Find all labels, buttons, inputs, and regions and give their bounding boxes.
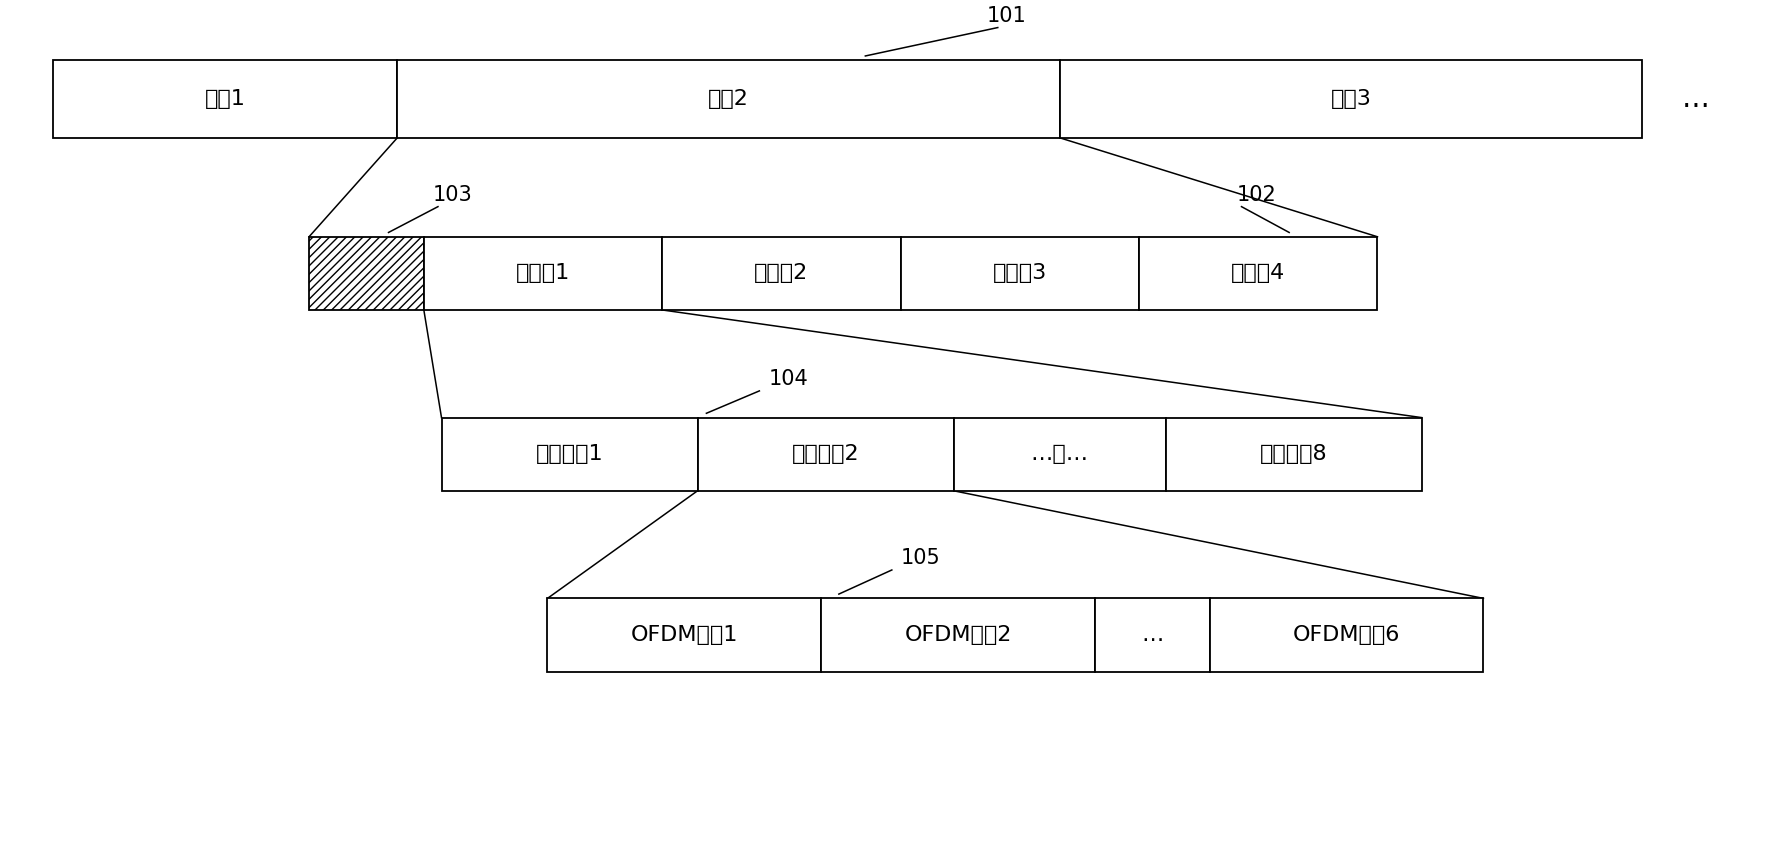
Text: …: … xyxy=(1141,625,1164,645)
Text: 101: 101 xyxy=(987,6,1026,26)
Bar xyxy=(1095,598,1210,672)
Bar xyxy=(954,418,1166,491)
Text: …: … xyxy=(1681,85,1709,113)
Text: 子帧单元1: 子帧单元1 xyxy=(535,444,604,464)
Bar xyxy=(547,598,821,672)
Text: 超帧1: 超帧1 xyxy=(205,89,245,109)
Text: OFDM符号1: OFDM符号1 xyxy=(630,625,738,645)
Text: 单位帧2: 单位帧2 xyxy=(754,263,809,283)
Bar xyxy=(53,60,397,138)
Bar xyxy=(309,237,424,310)
Text: …　…: … … xyxy=(1031,444,1088,464)
Text: 102: 102 xyxy=(1236,185,1277,205)
Text: 子帧单元2: 子帧单元2 xyxy=(791,444,860,464)
Bar xyxy=(397,60,1060,138)
Bar xyxy=(662,237,901,310)
Bar xyxy=(901,237,1139,310)
Bar xyxy=(1166,418,1422,491)
Bar xyxy=(1210,598,1483,672)
Text: 超帧3: 超帧3 xyxy=(1330,89,1372,109)
Text: 105: 105 xyxy=(901,548,941,568)
Bar xyxy=(1060,60,1642,138)
Text: 103: 103 xyxy=(433,185,473,205)
Text: 子帧单元8: 子帧单元8 xyxy=(1259,444,1328,464)
Text: OFDM符号6: OFDM符号6 xyxy=(1293,625,1400,645)
Bar xyxy=(442,418,698,491)
Text: OFDM符号2: OFDM符号2 xyxy=(904,625,1012,645)
Text: 超帧2: 超帧2 xyxy=(708,89,749,109)
Text: 单位帧1: 单位帧1 xyxy=(516,263,570,283)
Text: 单位帧3: 单位帧3 xyxy=(992,263,1047,283)
Bar xyxy=(1139,237,1377,310)
Bar xyxy=(424,237,662,310)
Text: 104: 104 xyxy=(768,369,809,389)
Bar xyxy=(309,237,424,310)
Bar xyxy=(698,418,954,491)
Bar xyxy=(821,598,1095,672)
Text: 单位帧4: 单位帧4 xyxy=(1231,263,1286,283)
